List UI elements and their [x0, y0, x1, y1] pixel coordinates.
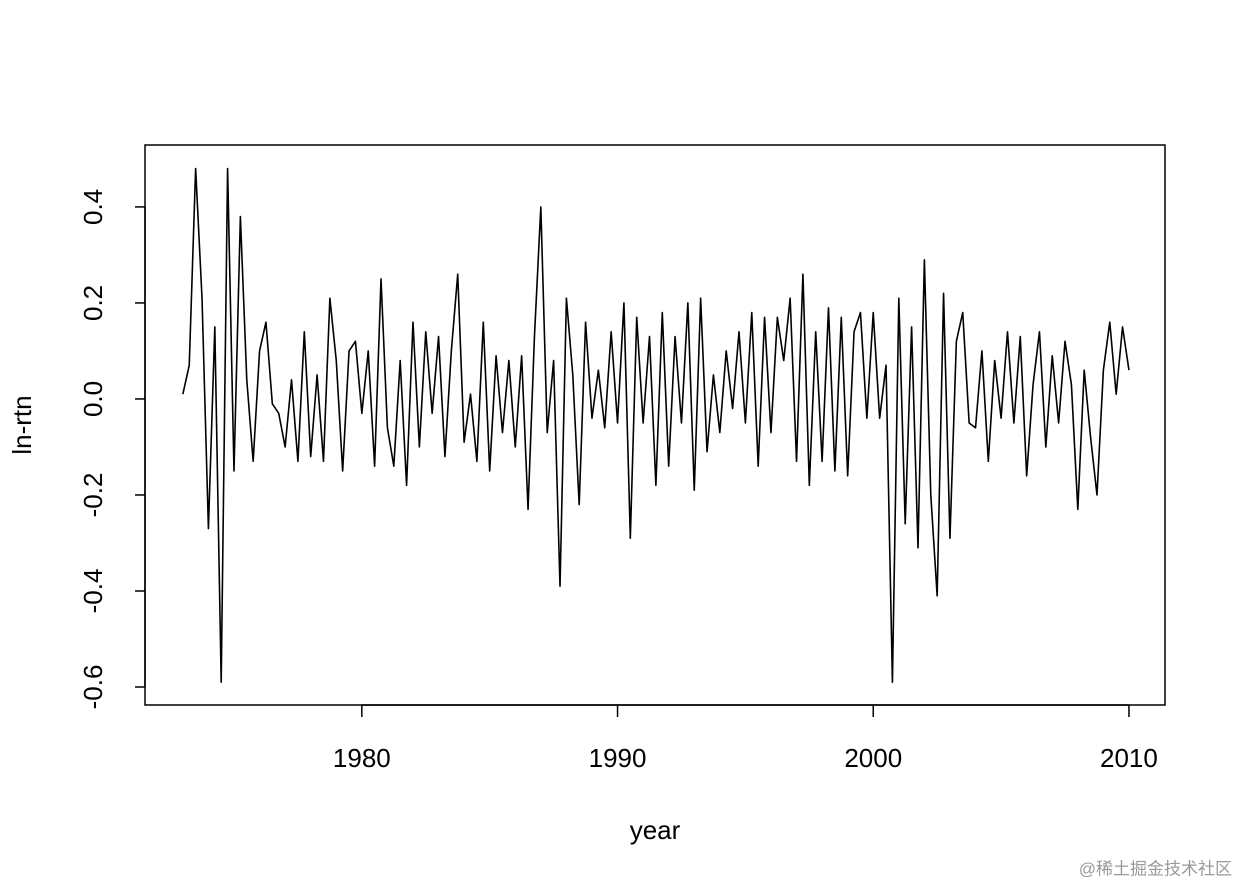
x-axis-label: year — [630, 815, 681, 845]
plot-box — [144, 144, 1166, 706]
x-tick-label: 1980 — [333, 743, 391, 773]
y-tick-label: 0.2 — [78, 285, 108, 321]
x-tick-label: 2010 — [1100, 743, 1158, 773]
y-tick-label: -0.2 — [78, 473, 108, 518]
x-tick-label: 2000 — [844, 743, 902, 773]
data-line — [182, 167, 1130, 683]
y-tick-label: 0.0 — [78, 381, 108, 417]
x-tick-label: 1990 — [589, 743, 647, 773]
y-tick-label: -0.4 — [78, 569, 108, 614]
y-tick-label: 0.4 — [78, 189, 108, 225]
y-axis-label: ln-rtn — [7, 395, 37, 454]
watermark: @稀土掘金技术社区 — [1079, 859, 1232, 878]
y-tick-label: -0.6 — [78, 665, 108, 710]
